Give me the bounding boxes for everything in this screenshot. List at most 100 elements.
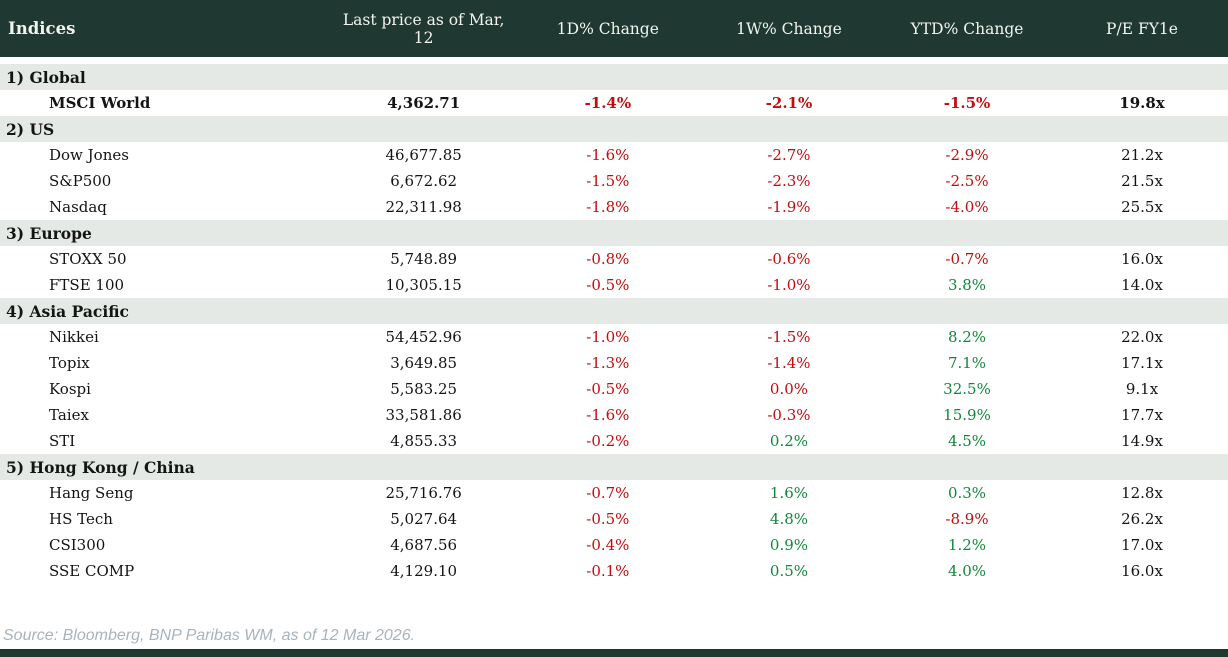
change-ytd-cell: 0.3% (877, 480, 1057, 506)
change-1d-cell: -1.4% (515, 90, 700, 116)
pe-ratio-cell: 12.8x (1056, 480, 1228, 506)
change-1d-cell: -1.0% (515, 324, 700, 350)
column-header-last-price-as-of-mar-12: Last price as of Mar, 12 (331, 0, 516, 57)
change-1w-cell: 4.8% (699, 506, 878, 532)
change-1d-cell: -1.8% (515, 194, 700, 220)
section-label: 4) Asia Pacific (0, 298, 1228, 324)
source-note: Source: Bloomberg, BNP Paribas WM, as of… (3, 627, 416, 644)
change-1w-cell: -0.6% (699, 246, 878, 272)
section-label: 2) US (0, 116, 1228, 142)
change-1d-cell: -0.5% (515, 506, 700, 532)
last-price-cell: 4,855.33 (331, 428, 516, 454)
change-ytd-cell: 15.9% (877, 402, 1057, 428)
pe-ratio-cell: 19.8x (1056, 90, 1228, 116)
index-row-csi300: CSI300 4,687.56 -0.4% 0.9% 1.2% 17.0x (0, 532, 1228, 558)
index-row-ftse-100: FTSE 100 10,305.15 -0.5% -1.0% 3.8% 14.0x (0, 272, 1228, 298)
index-name: CSI300 (0, 532, 332, 558)
change-1d-cell: -1.6% (515, 142, 700, 168)
index-name: Dow Jones (0, 142, 332, 168)
last-price-cell: 4,129.10 (331, 558, 516, 584)
change-1w-cell: 0.5% (699, 558, 878, 584)
last-price-cell: 33,581.86 (331, 402, 516, 428)
pe-ratio-cell: 26.2x (1056, 506, 1228, 532)
header-spacer (0, 57, 1228, 64)
bottom-bar (0, 649, 1228, 657)
index-name: FTSE 100 (0, 272, 332, 298)
index-row-stoxx-50: STOXX 50 5,748.89 -0.8% -0.6% -0.7% 16.0x (0, 246, 1228, 272)
last-price-cell: 25,716.76 (331, 480, 516, 506)
change-1w-cell: -1.5% (699, 324, 878, 350)
change-1d-cell: -0.5% (515, 376, 700, 402)
pe-ratio-cell: 17.7x (1056, 402, 1228, 428)
pe-ratio-cell: 14.9x (1056, 428, 1228, 454)
change-ytd-cell: -2.5% (877, 168, 1057, 194)
index-name: Kospi (0, 376, 332, 402)
change-1d-cell: -0.7% (515, 480, 700, 506)
change-ytd-cell: -4.0% (877, 194, 1057, 220)
index-row-sse-comp: SSE COMP 4,129.10 -0.1% 0.5% 4.0% 16.0x (0, 558, 1228, 584)
last-price-cell: 4,362.71 (331, 90, 516, 116)
section-row-4-asia-pacific: 4) Asia Pacific (0, 298, 1228, 324)
index-name: Hang Seng (0, 480, 332, 506)
section-label: 5) Hong Kong / China (0, 454, 1228, 480)
section-label: 1) Global (0, 64, 1228, 90)
index-row-s-p500: S&P500 6,672.62 -1.5% -2.3% -2.5% 21.5x (0, 168, 1228, 194)
change-1d-cell: -1.3% (515, 350, 700, 376)
column-header-1d-change: 1D% Change (515, 0, 700, 57)
pe-ratio-cell: 9.1x (1056, 376, 1228, 402)
pe-ratio-cell: 16.0x (1056, 558, 1228, 584)
change-ytd-cell: -0.7% (877, 246, 1057, 272)
change-1w-cell: -1.4% (699, 350, 878, 376)
index-row-hang-seng: Hang Seng 25,716.76 -0.7% 1.6% 0.3% 12.8x (0, 480, 1228, 506)
section-row-1-global: 1) Global (0, 64, 1228, 90)
section-row-5-hong-kong-china: 5) Hong Kong / China (0, 454, 1228, 480)
index-row-dow-jones: Dow Jones 46,677.85 -1.6% -2.7% -2.9% 21.2x (0, 142, 1228, 168)
index-row-hs-tech: HS Tech 5,027.64 -0.5% 4.8% -8.9% 26.2x (0, 506, 1228, 532)
column-header-ytd-change: YTD% Change (877, 0, 1057, 57)
index-name: MSCI World (0, 90, 332, 116)
change-1w-cell: -1.0% (699, 272, 878, 298)
index-row-taiex: Taiex 33,581.86 -1.6% -0.3% 15.9% 17.7x (0, 402, 1228, 428)
index-name: HS Tech (0, 506, 332, 532)
section-row-2-us: 2) US (0, 116, 1228, 142)
change-ytd-cell: 7.1% (877, 350, 1057, 376)
change-1d-cell: -0.4% (515, 532, 700, 558)
change-1w-cell: -2.3% (699, 168, 878, 194)
change-1d-cell: -1.5% (515, 168, 700, 194)
last-price-cell: 46,677.85 (331, 142, 516, 168)
change-ytd-cell: -2.9% (877, 142, 1057, 168)
change-ytd-cell: -8.9% (877, 506, 1057, 532)
table-header-row: Indices Last price as of Mar, 12 1D% Chang… (0, 0, 1228, 57)
last-price-cell: 54,452.96 (331, 324, 516, 350)
header-spacer-cell (0, 57, 1228, 64)
change-ytd-cell: 3.8% (877, 272, 1057, 298)
column-header-p-e-fy1e: P/E FY1e (1056, 0, 1228, 57)
change-1w-cell: 0.9% (699, 532, 878, 558)
pe-ratio-cell: 16.0x (1056, 246, 1228, 272)
change-1d-cell: -0.5% (515, 272, 700, 298)
change-1w-cell: 1.6% (699, 480, 878, 506)
change-1d-cell: -0.8% (515, 246, 700, 272)
last-price-cell: 5,027.64 (331, 506, 516, 532)
index-row-kospi: Kospi 5,583.25 -0.5% 0.0% 32.5% 9.1x (0, 376, 1228, 402)
change-1d-cell: -0.2% (515, 428, 700, 454)
pe-ratio-cell: 22.0x (1056, 324, 1228, 350)
last-price-cell: 10,305.15 (331, 272, 516, 298)
pe-ratio-cell: 21.5x (1056, 168, 1228, 194)
change-1w-cell: -2.7% (699, 142, 878, 168)
index-name: Topix (0, 350, 332, 376)
index-name: Nikkei (0, 324, 332, 350)
change-1w-cell: -1.9% (699, 194, 878, 220)
index-row-msci-world: MSCI World 4,362.71 -1.4% -2.1% -1.5% 19.8x (0, 90, 1228, 116)
table-body: 1) Global MSCI World 4,362.71 -1.4% -2.1% -1.… (0, 57, 1228, 584)
index-name: STOXX 50 (0, 246, 332, 272)
column-header-indices: Indices (0, 0, 332, 57)
index-row-sti: STI 4,855.33 -0.2% 0.2% 4.5% 14.9x (0, 428, 1228, 454)
change-ytd-cell: 8.2% (877, 324, 1057, 350)
pe-ratio-cell: 14.0x (1056, 272, 1228, 298)
index-row-nikkei: Nikkei 54,452.96 -1.0% -1.5% 8.2% 22.0x (0, 324, 1228, 350)
change-1w-cell: -2.1% (699, 90, 878, 116)
change-1d-cell: -0.1% (515, 558, 700, 584)
change-1w-cell: -0.3% (699, 402, 878, 428)
